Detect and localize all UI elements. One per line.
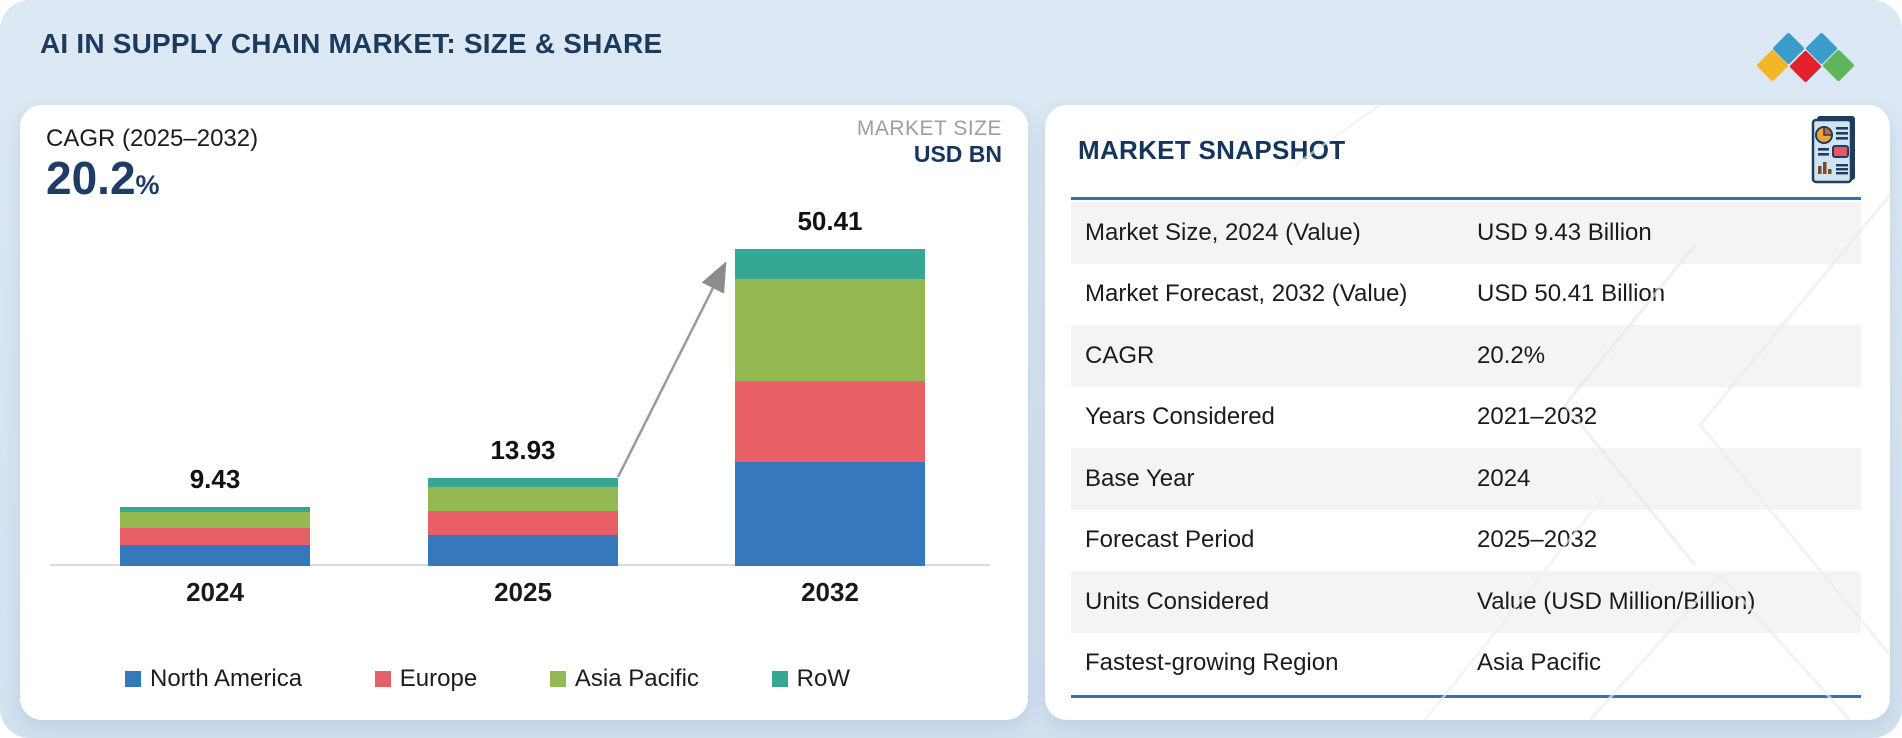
bar-total-label: 13.93 [490,435,556,466]
bar-column-2025 [428,478,618,566]
legend-swatch-icon [771,671,788,687]
bar-segment-row [428,478,618,487]
bar-segment-asia-pacific [120,511,310,529]
brand-logo [1755,26,1857,83]
table-row-fastest-growing-region: Fastest-growing Region Asia Pacific [1071,632,1861,694]
bar-segment-north-america [120,544,310,566]
table-row-cagr: CAGR 20.2% [1071,325,1861,387]
bar-segment-north-america [428,534,618,566]
report-icon [1811,116,1855,184]
bar-year-label: 2025 [494,577,552,607]
table-row-units-considered: Units Considered Value (USD Million/Billi… [1071,571,1861,633]
legend-swatch-icon [125,671,141,687]
snapshot-table: Market Size, 2024 (Value) USD 9.43 Billio… [1071,202,1861,694]
bar-column-2024 [120,506,310,566]
legend-label: RoW [796,665,850,692]
row-label: Forecast Period [1085,526,1255,554]
cagr-number: 20.2 [46,152,136,204]
row-value: USD 50.41 Billion [1477,280,1666,308]
x-axis-labels: 2024 2025 2032 [20,577,1028,609]
table-row-market-forecast-2032-value-: Market Forecast, 2032 (Value) USD 50.41 B… [1071,263,1861,325]
snapshot-top-divider [1071,197,1861,200]
row-label: Market Size, 2024 (Value) [1085,218,1361,246]
snapshot-bottom-divider [1071,695,1861,698]
bar-segment-north-america [735,461,925,566]
row-value: USD 9.43 Billion [1477,218,1652,246]
legend-item-north-america: North America [125,665,302,693]
legend-item-asia-pacific: Asia Pacific [549,665,699,693]
bar-segment-europe [735,380,925,462]
row-label: CAGR [1085,341,1155,369]
cagr-value: 20.2% [46,153,258,204]
bar-segment-europe [428,510,618,535]
row-value: Asia Pacific [1477,649,1602,677]
table-row-market-size-2024-value-: Market Size, 2024 (Value) USD 9.43 Billio… [1071,202,1861,264]
cagr-label: CAGR (2025–2032) [46,125,259,152]
bar-column-2032 [735,249,925,566]
market-size-label: MARKET SIZE [856,117,1002,140]
market-size-block: MARKET SIZE USD BN [857,117,1002,168]
table-row-base-year: Base Year 2024 [1071,448,1861,510]
bar-year-label: 2032 [801,577,859,607]
row-label: Base Year [1085,464,1195,492]
row-label: Years Considered [1085,403,1275,431]
chart-legend: North America Europe Asia Pacific RoW [125,665,850,693]
row-label: Market Forecast, 2032 (Value) [1085,280,1408,308]
bar-segment-asia-pacific [428,486,618,511]
bar-chart: 9.43 13.93 50.41 [55,105,985,566]
row-value: 2021–2032 [1477,403,1598,431]
legend-swatch-icon [374,671,391,687]
snapshot-title: MARKET SNAPSHOT [1078,135,1346,165]
bar-segment-europe [120,528,310,545]
table-row-years-considered: Years Considered 2021–2032 [1071,386,1861,448]
row-label: Fastest-growing Region [1085,649,1339,677]
legend-label: Asia Pacific [574,665,699,692]
market-size-unit: USD BN [913,141,1002,167]
bar-total-label: 50.41 [797,205,863,236]
bar-total-label: 9.43 [189,463,241,494]
legend-item-row: RoW [771,665,850,693]
chart-panel: CAGR (2025–2032) 20.2% MARKET SIZE USD B… [20,105,1028,720]
bar-segment-row [735,249,925,279]
row-value: Value (USD Million/Billion) [1477,587,1756,615]
row-value: 2025–2032 [1477,526,1598,554]
bar-segment-asia-pacific [735,278,925,381]
row-value: 2024 [1477,464,1531,492]
bar-segment-row [120,506,310,512]
legend-label: North America [150,665,303,692]
cagr-percent-sign: % [135,170,160,200]
page-title: AI IN SUPPLY CHAIN MARKET: SIZE & SHARE [40,28,663,59]
legend-label: Europe [399,665,478,692]
row-value: 20.2% [1477,341,1546,369]
table-row-forecast-period: Forecast Period 2025–2032 [1071,509,1861,571]
market-snapshot-panel: MARKET SNAPSHOT Market Size, 2024 (Value… [1045,105,1890,720]
legend-swatch-icon [549,671,566,687]
bar-year-label: 2024 [186,577,244,607]
cagr-block: CAGR (2025–2032) 20.2% [46,125,258,204]
row-label: Units Considered [1085,587,1270,615]
legend-item-europe: Europe [374,665,478,693]
